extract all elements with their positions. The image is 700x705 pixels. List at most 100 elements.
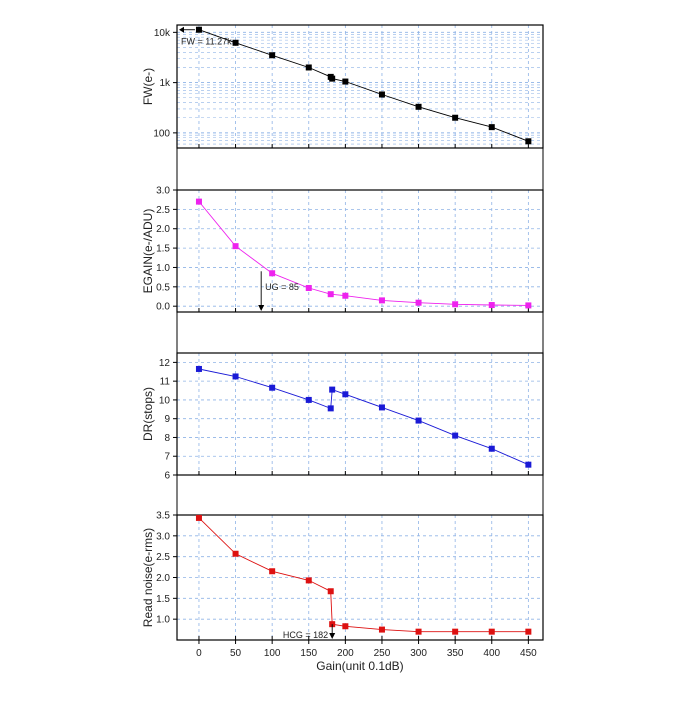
data-point xyxy=(415,299,422,306)
y-tick-label: 1.0 xyxy=(156,263,170,274)
y-tick-label: 1.0 xyxy=(156,615,170,626)
x-tick-label: 150 xyxy=(300,648,317,659)
x-tick-label: 200 xyxy=(337,648,354,659)
y-axis-label: DR(stops) xyxy=(141,387,155,441)
data-point xyxy=(232,243,239,250)
data-point xyxy=(488,628,495,635)
y-tick-label: 8 xyxy=(164,433,170,444)
annotation-label: HCG = 182 xyxy=(283,630,328,640)
x-tick-label: 300 xyxy=(410,648,427,659)
plot-frame xyxy=(176,352,544,476)
data-point xyxy=(452,301,459,308)
data-point xyxy=(269,270,276,277)
x-tick-label: 100 xyxy=(264,648,281,659)
y-axis-label: EGAIN(e-/ADU) xyxy=(141,209,155,294)
data-point xyxy=(415,628,422,635)
y-tick-label: 1k xyxy=(159,78,171,89)
y-axis-label: Read noise(e-rms) xyxy=(141,528,155,627)
data-point xyxy=(342,78,349,85)
data-point xyxy=(269,384,276,391)
y-tick-label: 10 xyxy=(159,395,171,406)
data-point xyxy=(525,138,532,145)
chart-panel-2: 0.0 0.5 1.0 1.5 2.0 2.5 3.0 EGAIN(e-/ADU) UG = 8… xyxy=(141,186,544,313)
chart-panel-1: 100 1k 10k FW(e-) FW = 11.27k xyxy=(141,24,544,149)
series-line xyxy=(198,517,529,633)
y-tick-label: 0.5 xyxy=(156,282,170,293)
series-line xyxy=(198,201,529,306)
y-tick-label: 2.5 xyxy=(156,552,170,563)
data-point xyxy=(488,124,495,131)
data-point xyxy=(378,91,385,98)
data-point xyxy=(327,291,334,298)
data-point xyxy=(305,64,312,71)
y-tick-label: 100 xyxy=(153,128,170,139)
y-tick-label: 1.5 xyxy=(156,244,170,255)
data-point xyxy=(488,445,495,452)
data-point xyxy=(329,75,336,82)
y-tick-label: 10k xyxy=(154,28,171,39)
y-axis-label: FW(e-) xyxy=(141,68,155,105)
data-point xyxy=(342,292,349,299)
data-point xyxy=(195,26,202,33)
data-point xyxy=(232,39,239,46)
panel-separator xyxy=(176,147,544,191)
x-tick-label: 0 xyxy=(196,648,202,659)
panel-separator xyxy=(176,474,544,516)
data-point xyxy=(452,114,459,121)
y-tick-label: 12 xyxy=(159,358,171,369)
series-line xyxy=(198,368,529,466)
plot-frame xyxy=(176,24,544,149)
data-point xyxy=(269,568,276,575)
y-tick-label: 2.0 xyxy=(156,573,170,584)
data-point xyxy=(232,550,239,557)
data-point xyxy=(415,417,422,424)
data-point xyxy=(342,623,349,630)
y-tick-label: 2.0 xyxy=(156,224,170,235)
data-point xyxy=(327,588,334,595)
x-tick-label: 400 xyxy=(483,648,500,659)
data-point xyxy=(195,514,202,521)
y-tick-label: 3.0 xyxy=(156,186,170,197)
y-tick-label: 0.0 xyxy=(156,302,170,313)
y-tick-label: 11 xyxy=(160,377,171,388)
annotation-arrowhead xyxy=(258,305,265,311)
x-tick-label: 250 xyxy=(374,648,391,659)
x-axis-label: Gain(unit 0.1dB) xyxy=(316,659,403,673)
annotation-label: UG = 85 xyxy=(265,282,299,292)
y-tick-label: 9 xyxy=(164,414,170,425)
data-point xyxy=(232,373,239,380)
data-point xyxy=(305,284,312,291)
data-point xyxy=(269,52,276,59)
data-point xyxy=(329,386,336,393)
chart-panel-4: 1.0 1.5 2.0 2.5 3.0 3.5 0 50 100 150 200 250 300 350 4… xyxy=(141,511,544,673)
data-point xyxy=(488,302,495,309)
plot-frame xyxy=(176,189,544,313)
annotation-arrowhead xyxy=(179,26,184,33)
y-tick-label: 3.5 xyxy=(156,511,170,522)
data-point xyxy=(525,628,532,635)
y-tick-label: 3.0 xyxy=(156,531,170,542)
data-point xyxy=(378,626,385,633)
data-point xyxy=(525,302,532,309)
panel-separator xyxy=(176,311,544,354)
data-point xyxy=(342,391,349,398)
x-tick-label: 50 xyxy=(230,648,242,659)
series-line xyxy=(198,29,529,142)
data-point xyxy=(452,628,459,635)
annotation-arrowhead xyxy=(329,633,336,639)
x-tick-label: 450 xyxy=(520,648,537,659)
data-point xyxy=(327,405,334,412)
data-point xyxy=(305,396,312,403)
data-point xyxy=(305,577,312,584)
y-tick-label: 7 xyxy=(164,452,170,463)
x-tick-label: 350 xyxy=(447,648,464,659)
data-point xyxy=(195,365,202,372)
y-tick-label: 6 xyxy=(164,471,170,482)
y-tick-label: 2.5 xyxy=(156,205,170,216)
data-point xyxy=(378,404,385,411)
y-tick-label: 1.5 xyxy=(156,594,170,605)
data-point xyxy=(378,297,385,304)
data-point xyxy=(415,103,422,110)
